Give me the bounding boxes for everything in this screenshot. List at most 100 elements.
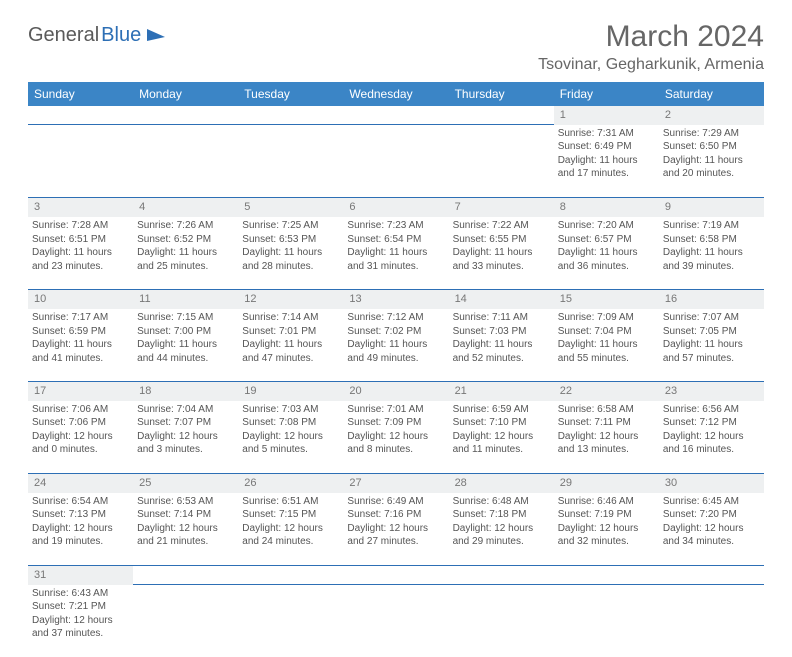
cell-sunrise: Sunrise: 6:45 AM (663, 495, 760, 509)
cell-day2: and 19 minutes. (32, 535, 129, 549)
day-number: 22 (554, 382, 659, 401)
cell-sunset: Sunset: 6:57 PM (558, 233, 655, 247)
cell-day2: and 13 minutes. (558, 443, 655, 457)
day-header: Saturday (659, 82, 764, 106)
day-cell: Sunrise: 6:54 AMSunset: 7:13 PMDaylight:… (28, 493, 133, 566)
cell-sunset: Sunset: 6:59 PM (32, 325, 129, 339)
cell-sunset: Sunset: 7:06 PM (32, 416, 129, 430)
content-row: Sunrise: 6:54 AMSunset: 7:13 PMDaylight:… (28, 493, 764, 566)
day-number (238, 106, 343, 125)
cell-day2: and 34 minutes. (663, 535, 760, 549)
cell-day1: Daylight: 11 hours (347, 246, 444, 260)
day-number (133, 106, 238, 125)
day-number: 19 (238, 382, 343, 401)
day-number: 28 (449, 473, 554, 492)
cell-day1: Daylight: 11 hours (663, 338, 760, 352)
day-number: 10 (28, 290, 133, 309)
cell-day1: Daylight: 12 hours (137, 430, 234, 444)
day-cell: Sunrise: 7:29 AMSunset: 6:50 PMDaylight:… (659, 125, 764, 198)
day-cell: Sunrise: 7:04 AMSunset: 7:07 PMDaylight:… (133, 401, 238, 474)
day-number: 23 (659, 382, 764, 401)
cell-day1: Daylight: 12 hours (558, 430, 655, 444)
day-cell: Sunrise: 7:11 AMSunset: 7:03 PMDaylight:… (449, 309, 554, 382)
calendar-table: SundayMondayTuesdayWednesdayThursdayFrid… (28, 82, 764, 657)
day-number: 13 (343, 290, 448, 309)
day-number: 18 (133, 382, 238, 401)
day-cell: Sunrise: 7:12 AMSunset: 7:02 PMDaylight:… (343, 309, 448, 382)
cell-day2: and 28 minutes. (242, 260, 339, 274)
cell-sunset: Sunset: 7:03 PM (453, 325, 550, 339)
cell-sunset: Sunset: 6:55 PM (453, 233, 550, 247)
cell-sunset: Sunset: 6:54 PM (347, 233, 444, 247)
day-number: 9 (659, 198, 764, 217)
day-cell (238, 125, 343, 198)
day-cell: Sunrise: 7:31 AMSunset: 6:49 PMDaylight:… (554, 125, 659, 198)
cell-sunset: Sunset: 7:20 PM (663, 508, 760, 522)
cell-day1: Daylight: 11 hours (663, 154, 760, 168)
day-number: 14 (449, 290, 554, 309)
cell-sunset: Sunset: 7:09 PM (347, 416, 444, 430)
day-cell: Sunrise: 7:17 AMSunset: 6:59 PMDaylight:… (28, 309, 133, 382)
day-number: 24 (28, 473, 133, 492)
day-cell: Sunrise: 7:14 AMSunset: 7:01 PMDaylight:… (238, 309, 343, 382)
cell-sunrise: Sunrise: 7:03 AM (242, 403, 339, 417)
day-cell (133, 125, 238, 198)
cell-day2: and 55 minutes. (558, 352, 655, 366)
cell-day1: Daylight: 12 hours (663, 430, 760, 444)
cell-sunrise: Sunrise: 7:06 AM (32, 403, 129, 417)
cell-sunset: Sunset: 7:05 PM (663, 325, 760, 339)
cell-day2: and 52 minutes. (453, 352, 550, 366)
cell-sunrise: Sunrise: 7:09 AM (558, 311, 655, 325)
cell-day1: Daylight: 12 hours (32, 614, 129, 628)
cell-sunrise: Sunrise: 7:01 AM (347, 403, 444, 417)
day-number: 16 (659, 290, 764, 309)
cell-sunrise: Sunrise: 6:59 AM (453, 403, 550, 417)
day-cell: Sunrise: 7:28 AMSunset: 6:51 PMDaylight:… (28, 217, 133, 290)
day-header: Sunday (28, 82, 133, 106)
day-cell (343, 585, 448, 657)
day-number: 30 (659, 473, 764, 492)
day-cell: Sunrise: 6:45 AMSunset: 7:20 PMDaylight:… (659, 493, 764, 566)
cell-day2: and 5 minutes. (242, 443, 339, 457)
daynum-row: 10111213141516 (28, 290, 764, 309)
daynum-row: 3456789 (28, 198, 764, 217)
cell-sunset: Sunset: 7:04 PM (558, 325, 655, 339)
cell-day2: and 47 minutes. (242, 352, 339, 366)
cell-sunrise: Sunrise: 6:51 AM (242, 495, 339, 509)
month-title: March 2024 (538, 20, 764, 54)
day-number: 3 (28, 198, 133, 217)
cell-day1: Daylight: 11 hours (137, 338, 234, 352)
cell-sunset: Sunset: 7:14 PM (137, 508, 234, 522)
cell-day1: Daylight: 11 hours (32, 246, 129, 260)
day-cell (28, 125, 133, 198)
day-number (659, 565, 764, 584)
day-cell: Sunrise: 6:59 AMSunset: 7:10 PMDaylight:… (449, 401, 554, 474)
day-header: Thursday (449, 82, 554, 106)
content-row: Sunrise: 7:31 AMSunset: 6:49 PMDaylight:… (28, 125, 764, 198)
day-cell (659, 585, 764, 657)
cell-day2: and 49 minutes. (347, 352, 444, 366)
day-header: Monday (133, 82, 238, 106)
day-number (343, 565, 448, 584)
cell-day1: Daylight: 11 hours (663, 246, 760, 260)
day-number (238, 565, 343, 584)
day-number: 2 (659, 106, 764, 125)
cell-day1: Daylight: 11 hours (558, 338, 655, 352)
day-cell: Sunrise: 7:03 AMSunset: 7:08 PMDaylight:… (238, 401, 343, 474)
day-number: 20 (343, 382, 448, 401)
cell-sunset: Sunset: 7:08 PM (242, 416, 339, 430)
day-number: 31 (28, 565, 133, 584)
cell-day2: and 44 minutes. (137, 352, 234, 366)
cell-day2: and 39 minutes. (663, 260, 760, 274)
cell-day1: Daylight: 12 hours (32, 522, 129, 536)
day-cell: Sunrise: 6:56 AMSunset: 7:12 PMDaylight:… (659, 401, 764, 474)
cell-sunrise: Sunrise: 6:43 AM (32, 587, 129, 601)
day-number: 21 (449, 382, 554, 401)
cell-sunset: Sunset: 7:16 PM (347, 508, 444, 522)
day-cell (554, 585, 659, 657)
day-cell (449, 585, 554, 657)
day-cell: Sunrise: 6:48 AMSunset: 7:18 PMDaylight:… (449, 493, 554, 566)
cell-day1: Daylight: 11 hours (558, 246, 655, 260)
cell-day1: Daylight: 12 hours (242, 522, 339, 536)
day-number (449, 565, 554, 584)
